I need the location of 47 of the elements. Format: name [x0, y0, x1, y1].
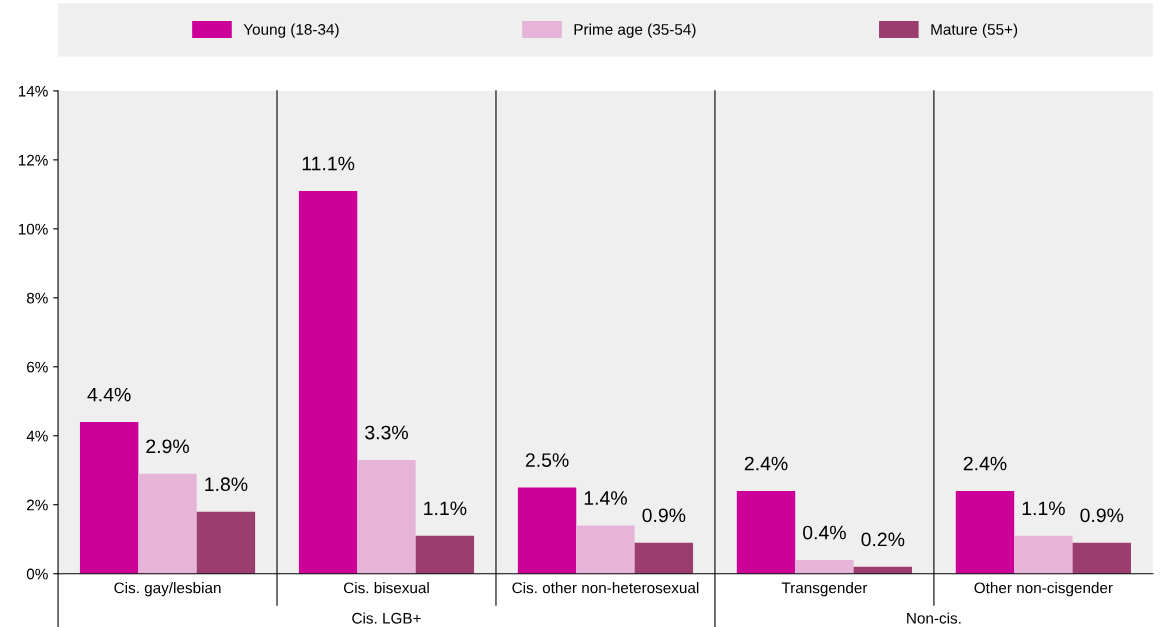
y-tick-label: 4%	[26, 430, 48, 442]
data-label: 11.1%	[302, 156, 355, 171]
y-tick-label: 6%	[27, 361, 48, 373]
text: Non-cis.	[907, 612, 961, 624]
bar	[79, 421, 139, 574]
data-label: 2.4%	[963, 456, 1007, 471]
bar	[795, 559, 854, 574]
x-tick-label: Transgender	[781, 582, 868, 597]
y-tick-label: 2%	[27, 499, 48, 511]
text: Cis. LGB+	[352, 612, 421, 624]
bar	[1014, 535, 1073, 574]
legend-label: Prime age (35-54)	[574, 23, 696, 38]
bar	[138, 473, 197, 574]
x-tick-label: Cis. bisexual	[343, 582, 429, 594]
bar	[415, 535, 475, 574]
data-label: 2.5%	[525, 453, 569, 467]
data-label: 1.1%	[424, 501, 467, 516]
data-label: 3.3%	[365, 425, 408, 440]
data-label: 2.4%	[744, 456, 788, 471]
bar	[517, 487, 577, 574]
data-label: 1.4%	[584, 491, 627, 505]
data-label: 4.4%	[87, 387, 131, 402]
x-tick-label: Cis. gay/lesbian	[114, 582, 221, 597]
legend-label: Mature (55+)	[931, 23, 1018, 38]
data-label: 2.9%	[146, 439, 189, 454]
data-label: 0.9%	[642, 508, 686, 523]
y-tick-label: 0%	[26, 568, 48, 580]
bar	[298, 190, 358, 574]
bar	[736, 490, 796, 574]
data-label: 1.8%	[205, 477, 248, 492]
x-tick-label: Other non-cisgender	[974, 582, 1113, 597]
bar	[634, 542, 694, 574]
data-label: 0.9%	[1080, 508, 1124, 523]
bar	[576, 525, 635, 574]
bar	[196, 511, 256, 574]
bar	[1072, 542, 1131, 574]
y-tick-label: 8%	[26, 292, 48, 304]
data-label: 1.1%	[1022, 501, 1065, 516]
data-label: 0.2%	[861, 532, 905, 547]
legend-label: Young (18-34)	[243, 23, 339, 38]
x-tick-label: Cis. other non-heterosexual	[512, 582, 699, 594]
y-tick-label: 14%	[18, 85, 48, 97]
bar	[955, 490, 1015, 574]
bar	[357, 459, 416, 574]
data-label: 0.4%	[803, 525, 846, 540]
y-tick-label: 12%	[18, 154, 48, 166]
y-tick-label: 10%	[18, 223, 48, 235]
